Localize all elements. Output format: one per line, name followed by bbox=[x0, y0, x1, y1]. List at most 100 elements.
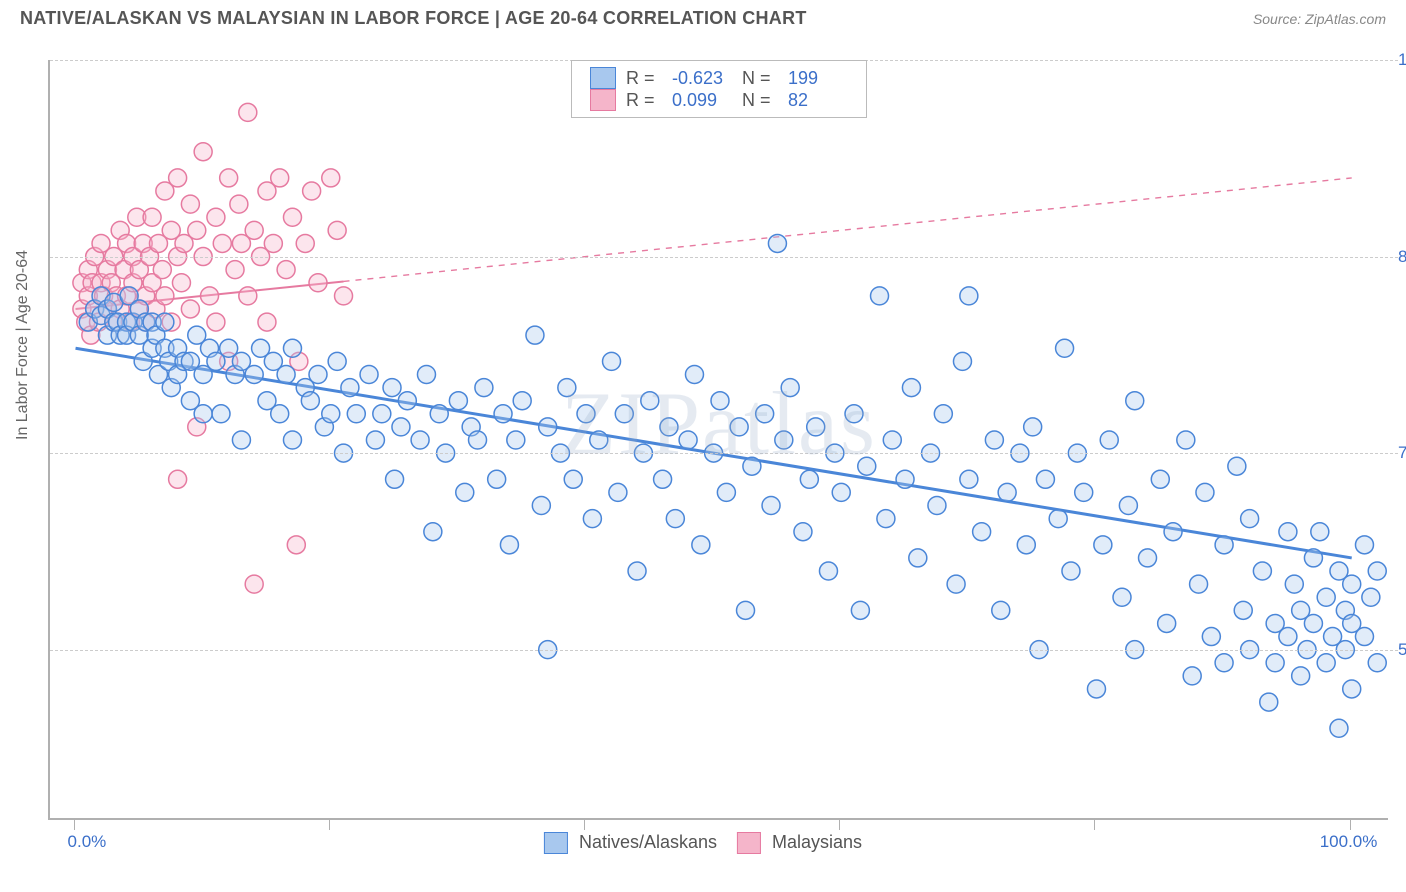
legend-label-malaysians: Malaysians bbox=[772, 832, 862, 852]
data-point bbox=[641, 392, 659, 410]
x-tick-mark bbox=[839, 820, 840, 830]
data-point bbox=[1279, 628, 1297, 646]
data-point bbox=[277, 261, 295, 279]
data-point bbox=[239, 287, 257, 305]
chart-plot-area: ZIPatlas R = -0.623 N = 199 R = 0.099 N … bbox=[48, 60, 1388, 820]
data-point bbox=[1304, 549, 1322, 567]
data-point bbox=[743, 457, 761, 475]
x-tick-label: 0.0% bbox=[68, 832, 107, 852]
data-point bbox=[1241, 510, 1259, 528]
r-value-1: -0.623 bbox=[672, 68, 732, 89]
data-point bbox=[1317, 654, 1335, 672]
data-point bbox=[212, 405, 230, 423]
data-point bbox=[1355, 628, 1373, 646]
data-point bbox=[1126, 392, 1144, 410]
data-point bbox=[609, 483, 627, 501]
data-point bbox=[679, 431, 697, 449]
data-point bbox=[239, 103, 257, 121]
data-point bbox=[1368, 654, 1386, 672]
data-point bbox=[411, 431, 429, 449]
data-point bbox=[985, 431, 1003, 449]
n-value-2: 82 bbox=[788, 90, 848, 111]
data-point bbox=[303, 182, 321, 200]
data-point bbox=[1087, 680, 1105, 698]
data-point bbox=[220, 169, 238, 187]
data-point bbox=[169, 470, 187, 488]
data-point bbox=[507, 431, 525, 449]
data-point bbox=[692, 536, 710, 554]
y-tick-label: 70.0% bbox=[1398, 443, 1406, 463]
data-point bbox=[1062, 562, 1080, 580]
data-point bbox=[207, 313, 225, 331]
x-tick-mark bbox=[584, 820, 585, 830]
data-point bbox=[1317, 588, 1335, 606]
data-point bbox=[960, 470, 978, 488]
source-label: Source: ZipAtlas.com bbox=[1253, 11, 1386, 27]
data-point bbox=[283, 431, 301, 449]
data-point bbox=[564, 470, 582, 488]
x-tick-label: 100.0% bbox=[1320, 832, 1378, 852]
data-point bbox=[603, 352, 621, 370]
data-point bbox=[1139, 549, 1157, 567]
data-point bbox=[366, 431, 384, 449]
data-point bbox=[287, 536, 305, 554]
data-point bbox=[992, 601, 1010, 619]
data-point bbox=[756, 405, 774, 423]
legend-swatch-malaysians bbox=[737, 832, 761, 854]
data-point bbox=[456, 483, 474, 501]
data-point bbox=[934, 405, 952, 423]
data-point bbox=[488, 470, 506, 488]
data-point bbox=[258, 313, 276, 331]
n-label-2: N = bbox=[742, 90, 778, 111]
data-point bbox=[1368, 562, 1386, 580]
data-point bbox=[1215, 536, 1233, 554]
data-point bbox=[819, 562, 837, 580]
data-point bbox=[909, 549, 927, 567]
data-point bbox=[424, 523, 442, 541]
data-point bbox=[1202, 628, 1220, 646]
grid-line bbox=[50, 453, 1398, 454]
data-point bbox=[1311, 523, 1329, 541]
data-point bbox=[283, 339, 301, 357]
data-point bbox=[1177, 431, 1195, 449]
y-tick-label: 100.0% bbox=[1398, 50, 1406, 70]
series-legend: Natives/Alaskans Malaysians bbox=[544, 832, 862, 854]
data-point bbox=[1292, 667, 1310, 685]
data-point bbox=[660, 418, 678, 436]
data-point bbox=[398, 392, 416, 410]
data-point bbox=[558, 379, 576, 397]
correlation-legend: R = -0.623 N = 199 R = 0.099 N = 82 bbox=[571, 60, 867, 118]
data-point bbox=[794, 523, 812, 541]
data-point bbox=[1355, 536, 1373, 554]
data-point bbox=[207, 208, 225, 226]
data-point bbox=[1151, 470, 1169, 488]
chart-title: NATIVE/ALASKAN VS MALAYSIAN IN LABOR FOR… bbox=[20, 8, 807, 29]
data-point bbox=[1113, 588, 1131, 606]
y-tick-label: 55.0% bbox=[1398, 640, 1406, 660]
data-point bbox=[685, 365, 703, 383]
n-label: N = bbox=[742, 68, 778, 89]
legend-item-malaysians: Malaysians bbox=[737, 832, 862, 854]
r-label-2: R = bbox=[626, 90, 662, 111]
data-point bbox=[373, 405, 391, 423]
data-point bbox=[577, 405, 595, 423]
data-point bbox=[973, 523, 991, 541]
data-point bbox=[277, 365, 295, 383]
data-point bbox=[1075, 483, 1093, 501]
data-point bbox=[226, 261, 244, 279]
data-point bbox=[469, 431, 487, 449]
grid-line bbox=[50, 650, 1398, 651]
data-point bbox=[347, 405, 365, 423]
data-point bbox=[301, 392, 319, 410]
data-point bbox=[156, 287, 174, 305]
data-point bbox=[1056, 339, 1074, 357]
legend-row-2: R = 0.099 N = 82 bbox=[590, 89, 848, 111]
data-point bbox=[1362, 588, 1380, 606]
x-tick-mark bbox=[1350, 820, 1351, 830]
data-point bbox=[1304, 614, 1322, 632]
data-point bbox=[449, 392, 467, 410]
data-point bbox=[1330, 719, 1348, 737]
data-point bbox=[654, 470, 672, 488]
data-point bbox=[386, 470, 404, 488]
r-label: R = bbox=[626, 68, 662, 89]
